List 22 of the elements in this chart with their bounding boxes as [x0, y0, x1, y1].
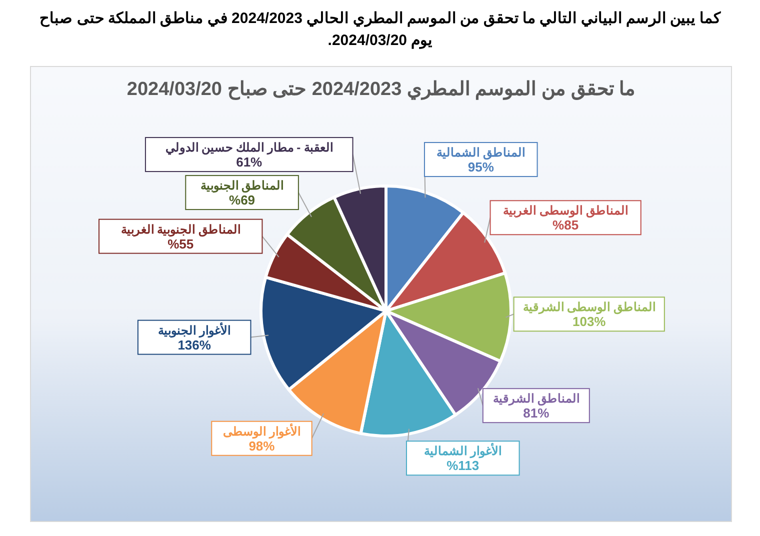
slice-label: المناطق الجنوبية الغربية — [120, 222, 240, 238]
data-label: %55 — [168, 236, 194, 252]
data-label: 98% — [248, 438, 276, 454]
data-label: 136% — [178, 337, 212, 352]
text: كما يبين الرسم البياني التالي ما تحقق من الموسم المطري الحالي 2024/2023 في مناطق المملكة حتى صباح يوم 2024/03/20. — [38, 9, 722, 51]
slice-label: المناطق الوسطى الغربية — [503, 204, 628, 219]
slice-label: المناطق الوسطى الشرقية — [522, 300, 656, 316]
slice-label: الأغوار الجنوبية — [158, 322, 231, 338]
slice-label: العقبة - مطار الملك حسين الدولي — [165, 140, 333, 156]
data-label: %113 — [446, 458, 480, 474]
slice-label: الأغوار الشمالية — [424, 443, 502, 460]
slice-label: المناطق الشرقية — [492, 392, 580, 407]
data-label: 103% — [572, 314, 606, 330]
data-label: 95% — [468, 160, 494, 175]
data-label: %69 — [229, 192, 256, 208]
slice-label: المناطق الشمالية — [436, 146, 526, 161]
slice-label: الأغوار الوسطى — [223, 423, 300, 440]
data-label: 61% — [236, 154, 263, 170]
data-label: 81% — [523, 406, 550, 421]
slice-label: المناطق الجنوبية — [200, 178, 284, 194]
data-label: %85 — [552, 218, 579, 233]
chart-title: ما تحقق من الموسم المطري 2024/2023 حتى صباح 2024/03/20 — [126, 78, 636, 101]
